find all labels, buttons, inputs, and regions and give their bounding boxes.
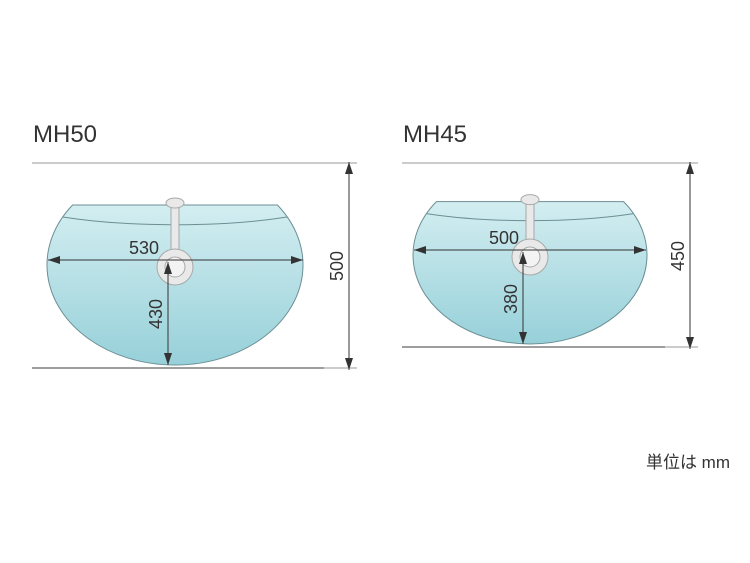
label-width: 500 [489,228,519,248]
panel-mh45: MH45 450 500 380 [402,121,698,349]
faucet-cap [521,195,539,205]
panel-title-mh50: MH50 [33,121,97,148]
panel-mh50: MH50 500 530 430 [32,121,357,370]
label-width: 530 [129,238,159,258]
label-inner-height: 380 [501,284,521,314]
label-outer-height: 450 [668,241,688,271]
diagram-svg: MH50 500 530 430 MH45 450 500 380 [0,0,750,563]
panel-title-mh45: MH45 [403,121,467,148]
label-inner-height: 430 [146,299,166,329]
unit-label: 単位は mm [646,448,730,473]
label-outer-height: 500 [327,251,347,281]
faucet-cap [166,198,184,208]
diagram-canvas: MH50 500 530 430 MH45 450 500 380 単位は mm [0,0,750,563]
